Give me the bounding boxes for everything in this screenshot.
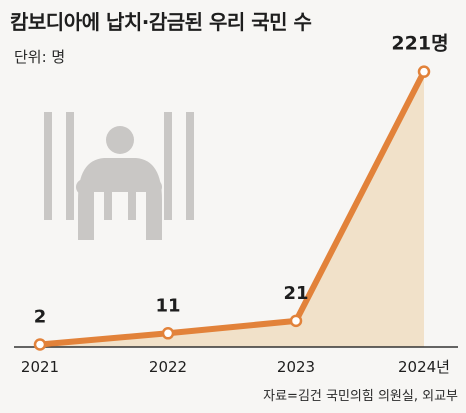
data-label-2021: 2 bbox=[34, 307, 47, 328]
data-point-2024 bbox=[417, 65, 431, 78]
data-point-2021 bbox=[33, 338, 47, 351]
x-tick-2021: 2021 bbox=[21, 358, 59, 376]
series-line bbox=[37, 68, 427, 348]
unit-label: 단위: 명 bbox=[14, 48, 66, 66]
x-tick-2023: 2023 bbox=[277, 358, 315, 376]
data-label-2024: 221명 bbox=[391, 33, 448, 55]
x-tick-2022: 2022 bbox=[149, 358, 187, 376]
prisoner-behind-bars-icon bbox=[44, 112, 194, 240]
data-point-2023 bbox=[289, 314, 303, 328]
x-tick-2024: 2024년 bbox=[398, 358, 450, 376]
area-fill bbox=[40, 71, 424, 347]
data-label-2022: 11 bbox=[155, 295, 180, 316]
chart-title: 캄보디아에 납치·감금된 우리 국민 수 bbox=[10, 10, 312, 34]
source-note: 자료=김건 국민의힘 의원실, 외교부 bbox=[263, 389, 458, 404]
data-point-2022 bbox=[161, 327, 175, 340]
data-label-2023: 21 bbox=[283, 283, 308, 304]
